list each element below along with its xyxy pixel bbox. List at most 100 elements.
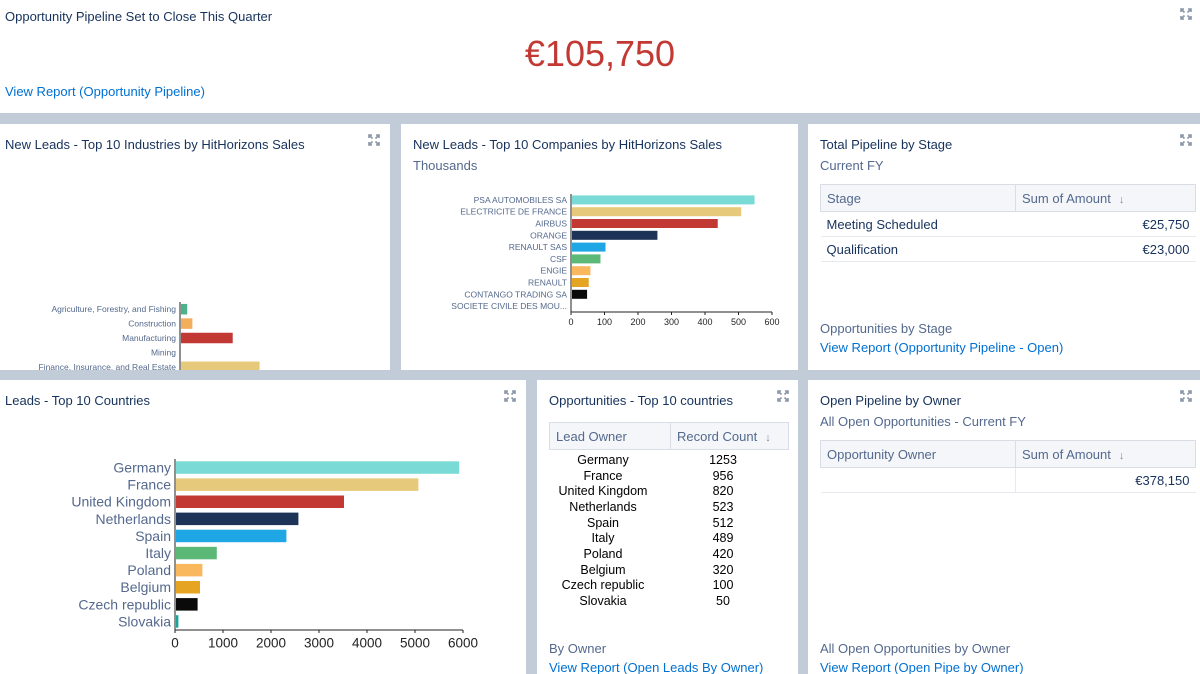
owner-cell: Poland [583, 546, 623, 561]
x-tick-label: 6000 [448, 636, 478, 651]
x-tick-label: 0 [171, 636, 179, 651]
total-amount-cell: €378,150 [1015, 467, 1196, 493]
opps-header-table: Lead Owner Record Count ↓ [549, 422, 789, 450]
owner-table: Opportunity Owner Sum of Amount ↓ €378,15… [820, 440, 1196, 493]
view-report-link[interactable]: View Report (Open Pipe by Owner) [820, 660, 1024, 674]
bar [572, 278, 589, 287]
industries-bar-chart: Agriculture, Forestry, and Fishing Constr… [39, 302, 260, 370]
category-label: Slovakia [118, 613, 171, 629]
category-label: Manufacturing [122, 333, 176, 343]
category-label: Mining [151, 347, 176, 357]
bar [181, 318, 193, 329]
table-row: Germany 1253 [549, 452, 789, 468]
pipeline-metric-panel: Opportunity Pipeline Set to Close This Q… [0, 0, 1200, 113]
category-label: Czech republic [78, 596, 171, 612]
expand-icon[interactable] [504, 390, 518, 404]
category-label: Construction [128, 319, 176, 329]
count-cell: 512 [712, 515, 734, 530]
expand-icon[interactable] [368, 134, 382, 148]
category-label: Italy [145, 545, 171, 561]
owner-cell: Germany [577, 452, 629, 467]
bar [176, 512, 299, 526]
bar [176, 546, 217, 560]
category-label: ENGIE [541, 266, 568, 276]
view-report-link[interactable]: View Report (Open Leads By Owner) [549, 660, 764, 674]
bar [176, 598, 198, 611]
owner-cell: Slovakia [579, 594, 627, 609]
bar [572, 266, 591, 276]
opps-table: Germany 1253 France 956 United Kingdom 820 Net… [549, 452, 789, 609]
owner-cell: France [583, 468, 623, 483]
owner-cell: Netherlands [569, 499, 637, 514]
panel-subtitle: Current FY [820, 158, 884, 173]
table-header-row: Opportunity Owner Sum of Amount ↓ [820, 440, 1196, 468]
category-label: CSF [550, 254, 567, 264]
category-label: RENAULT SAS [509, 242, 568, 252]
panel-title: New Leads - Top 10 Companies by HitHoriz… [413, 137, 723, 152]
expand-icon[interactable] [1180, 390, 1194, 404]
category-label: France [127, 477, 171, 493]
table-row: Belgium 320 [549, 562, 789, 578]
bar [572, 242, 606, 252]
bar [181, 332, 233, 344]
stage-cell: Qualification [820, 236, 1016, 262]
footer-label: By Owner [549, 641, 607, 656]
x-tick-label: 500 [731, 317, 746, 327]
companies-chart-panel: New Leads - Top 10 Companies by HitHoriz… [401, 124, 798, 370]
count-cell: 489 [712, 531, 734, 546]
footer-label: All Open Opportunities by Owner [820, 641, 1011, 656]
panel-title: Total Pipeline by Stage [820, 137, 953, 152]
down-arrow-icon[interactable]: ↓ [1118, 449, 1125, 462]
table-row: Netherlands 523 [549, 499, 789, 515]
table-row: Italy 489 [549, 530, 789, 546]
table-header-row: Lead Owner Record Count ↓ [549, 422, 789, 450]
bar [176, 581, 200, 594]
column-header-count[interactable]: Record Count ↓ [670, 422, 789, 450]
metric-value: €105,750 [524, 33, 676, 74]
category-label: PSA AUTOMOBILES SA [474, 195, 568, 205]
column-header-stage[interactable]: Stage [820, 184, 1016, 212]
industries-chart-panel: New Leads - Top 10 Industries by HitHori… [0, 124, 390, 370]
category-label: Poland [127, 562, 171, 578]
footer-label: Opportunities by Stage [820, 321, 953, 336]
column-header-amount[interactable]: Sum of Amount ↓ [1015, 440, 1196, 468]
down-arrow-icon[interactable]: ↓ [765, 431, 771, 444]
bar [176, 495, 344, 508]
countries-chart-panel: Leads - Top 10 Countries Germany France Un… [0, 380, 526, 674]
expand-icon[interactable] [1180, 8, 1194, 22]
view-report-link[interactable]: View Report (Opportunity Pipeline) [5, 84, 205, 99]
category-label: RENAULT [528, 277, 567, 287]
table-row: €378,150 [820, 467, 1196, 493]
view-report-link[interactable]: View Report (Opportunity Pipeline - Open… [820, 340, 1064, 355]
expand-icon[interactable] [777, 390, 791, 404]
column-header-owner[interactable]: Opportunity Owner [820, 440, 1016, 468]
x-tick-label: 600 [764, 317, 779, 327]
bar [572, 254, 601, 264]
stage-cell: Meeting Scheduled [820, 211, 1016, 237]
category-label: Agriculture, Forestry, and Fishing [51, 304, 176, 314]
table-header-row: Stage Sum of Amount ↓ [820, 184, 1196, 212]
column-header-amount[interactable]: Sum of Amount ↓ [1015, 184, 1196, 212]
owner-cell: Belgium [580, 562, 626, 577]
empty-cell [820, 467, 1016, 493]
count-cell: 523 [712, 499, 734, 514]
bar [572, 207, 742, 217]
count-cell: 420 [712, 546, 734, 561]
category-label: AIRBUS [535, 218, 567, 228]
column-header-owner[interactable]: Lead Owner [549, 422, 671, 450]
category-label: Spain [135, 528, 171, 544]
panel-title: Opportunity Pipeline Set to Close This Q… [5, 9, 273, 24]
panel-subtitle: Thousands [413, 158, 478, 173]
bar [176, 615, 179, 628]
down-arrow-icon[interactable]: ↓ [1118, 193, 1125, 206]
x-tick-label: 200 [630, 317, 645, 327]
stage-table: Stage Sum of Amount ↓ Meeting Scheduled €… [820, 184, 1196, 262]
expand-icon[interactable] [1180, 134, 1194, 148]
x-tick-label: 1000 [208, 636, 238, 651]
table-row: United Kingdom 820 [549, 483, 789, 499]
amount-cell: €23,000 [1015, 236, 1196, 262]
count-cell: 320 [712, 562, 734, 577]
count-cell: 100 [712, 578, 734, 593]
category-label: Netherlands [96, 511, 172, 527]
